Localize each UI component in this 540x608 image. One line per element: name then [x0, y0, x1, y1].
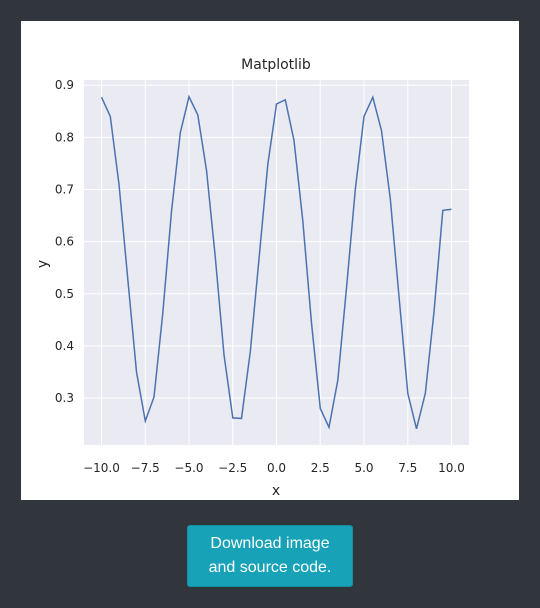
x-axis-label: x — [272, 483, 280, 499]
plot-card: −10.0 −7.5 −5.0 −2.5 0.0 2.5 5.0 7.5 10.0 0.3 0.4… — [21, 21, 519, 500]
chart-title: Matplotlib — [241, 57, 311, 73]
y-axis-label: y — [35, 260, 51, 268]
x-grid — [101, 80, 452, 445]
download-button-line-1: Download image — [210, 535, 330, 552]
x-tick-label: −5.0 — [174, 461, 203, 475]
download-button[interactable]: Download image and source code. — [187, 525, 353, 587]
x-tick-label: 7.5 — [398, 461, 417, 475]
y-tick-label: 0.5 — [55, 287, 74, 301]
y-tick-label: 0.3 — [55, 391, 74, 405]
x-tick-label: 0.0 — [267, 461, 286, 475]
y-grid — [84, 84, 469, 399]
y-tick-labels: 0.3 0.4 0.5 0.6 0.7 0.8 0.9 — [55, 78, 74, 405]
y-tick-label: 0.9 — [55, 78, 74, 92]
y-tick-label: 0.8 — [55, 130, 74, 144]
x-tick-label: −7.5 — [131, 461, 160, 475]
x-tick-label: 10.0 — [438, 461, 465, 475]
x-tick-labels: −10.0 −7.5 −5.0 −2.5 0.0 2.5 5.0 7.5 10.0 — [83, 461, 465, 475]
download-button-line-2: and source code. — [208, 559, 332, 576]
x-tick-label: 2.5 — [311, 461, 330, 475]
x-tick-label: −2.5 — [218, 461, 247, 475]
y-tick-label: 0.6 — [55, 235, 74, 249]
x-tick-label: 5.0 — [354, 461, 373, 475]
chart-svg: −10.0 −7.5 −5.0 −2.5 0.0 2.5 5.0 7.5 10.0 0.3 0.4… — [35, 57, 469, 499]
series-line — [100, 94, 452, 430]
y-tick-label: 0.7 — [55, 183, 74, 197]
x-tick-label: −10.0 — [83, 461, 120, 475]
y-tick-label: 0.4 — [55, 339, 74, 353]
